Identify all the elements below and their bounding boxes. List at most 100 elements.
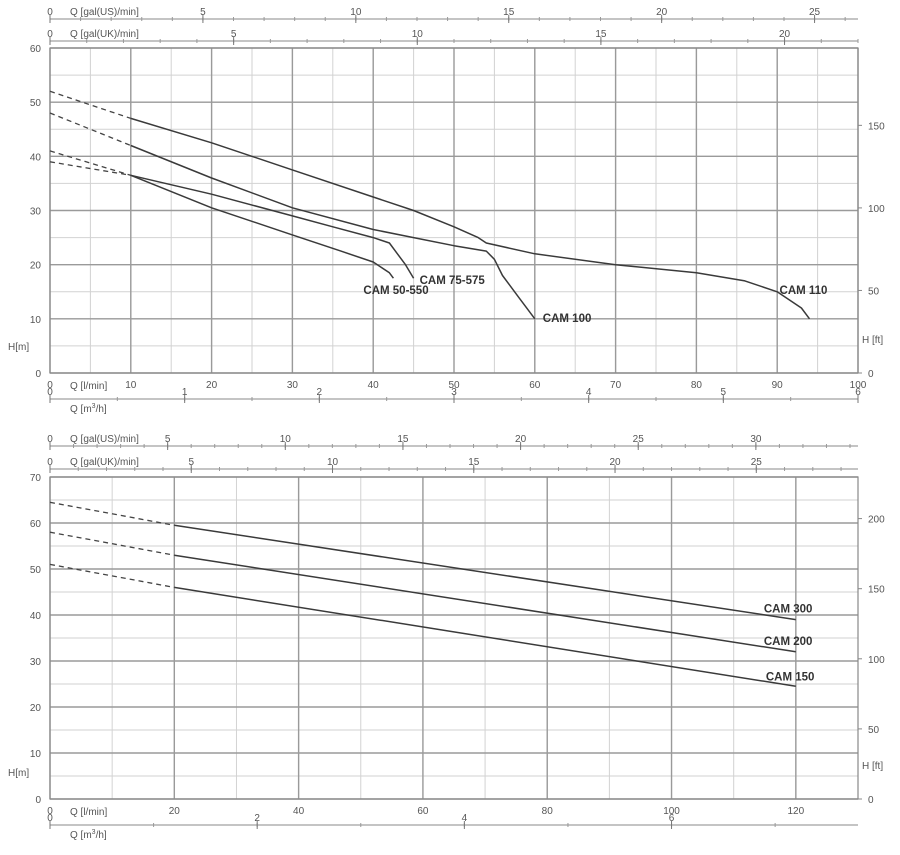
chart2-alt-axis-tick-label-1: 20 bbox=[609, 457, 621, 468]
chart2-alt-axis-tick-label-2: 6 bbox=[669, 813, 675, 824]
chart1-x-tick-label: 90 bbox=[772, 380, 784, 391]
chart1-y-right-tick-label: 150 bbox=[868, 121, 885, 132]
chart1-alt-axis-tick-label-1: 0 bbox=[47, 29, 53, 40]
chart1-alt-axis-tick-label-0: 0 bbox=[47, 7, 53, 18]
chart1-alt-axis-tick-label-0: 5 bbox=[200, 7, 206, 18]
chart2-alt-axis-tick-label-0: 10 bbox=[280, 434, 292, 445]
chart1-alt-axis-label-bg-2 bbox=[68, 401, 120, 415]
chart2-alt-axis-label-bg-0 bbox=[68, 432, 158, 444]
chart1-y-tick-label: 40 bbox=[30, 152, 42, 163]
chart2-x-tick-label: 120 bbox=[788, 806, 805, 817]
chart2-series-cam-200-line bbox=[174, 554, 796, 653]
chart2-series-cam-300-line bbox=[174, 524, 796, 621]
chart1-alt-axis-tick-label-2: 0 bbox=[47, 387, 53, 398]
chart2-y-tick-label: 30 bbox=[30, 657, 42, 668]
chart1-plot-frame bbox=[49, 47, 859, 374]
chart2-y-tick-label: 60 bbox=[30, 519, 42, 530]
chart1-y-right-axis-label: H [ft] bbox=[862, 335, 883, 346]
chart2-y-tick-label: 20 bbox=[30, 703, 42, 714]
chart1-series-label-cam-100: CAM 100 bbox=[543, 313, 592, 325]
chart2-alt-axis-tick-label-1: 10 bbox=[327, 457, 339, 468]
chart1-series-label-cam-50-550: CAM 50-550 bbox=[363, 285, 428, 297]
chart2-alt-axis-label-bg-2 bbox=[68, 827, 120, 841]
chart1-y-tick-label: 30 bbox=[30, 207, 42, 218]
chart1-alt-axis-label-bg-1 bbox=[68, 27, 158, 39]
chart2-y-tick-label: 10 bbox=[30, 749, 42, 760]
chart1-x-tick-label: 100 bbox=[850, 380, 867, 391]
chart2-x-tick-label: 0 bbox=[47, 806, 53, 817]
chart2-plot-frame bbox=[49, 476, 859, 800]
chart1-y-tick-label: 50 bbox=[30, 98, 42, 109]
chart1-x-tick-label: 30 bbox=[287, 380, 299, 391]
chart2-series-cam-200-dashed bbox=[49, 531, 175, 556]
chart1-x-axis-label-bg bbox=[68, 378, 122, 392]
chart1-series-cam-110-line bbox=[130, 117, 811, 320]
chart1-x-axis-label: Q [l/min] bbox=[70, 381, 107, 392]
chart1-series-cam-50-550-dashed bbox=[49, 161, 131, 176]
chart1-y-right-tick-label: 0 bbox=[868, 369, 874, 380]
chart2-y-axis-label: H[m] bbox=[8, 768, 29, 779]
chart1-alt-axis-label-1: Q [gal(UK)/min] bbox=[70, 29, 139, 40]
chart2-y-tick-label: 0 bbox=[35, 795, 41, 806]
chart2-alt-axis-tick-label-1: 0 bbox=[47, 457, 53, 468]
chart1-x-tick-label: 60 bbox=[529, 380, 541, 391]
chart2-y-right-axis-label: H [ft] bbox=[862, 761, 883, 772]
chart2-alt-axis-tick-label-2: 0 bbox=[47, 813, 53, 824]
chart2-alt-axis-tick-label-2: 2 bbox=[254, 813, 260, 824]
chart1-alt-axis-tick-label-0: 20 bbox=[656, 7, 668, 18]
chart2-y-right-tick-label: 0 bbox=[868, 795, 874, 806]
chart1-x-tick-label: 70 bbox=[610, 380, 622, 391]
chart1-alt-axis-tick-label-0: 10 bbox=[350, 7, 362, 18]
chart1-series-cam-75-575-line bbox=[130, 174, 415, 279]
chart2-x-tick-label: 20 bbox=[169, 806, 181, 817]
chart1-alt-axis-tick-label-2: 5 bbox=[721, 387, 727, 398]
chart1-y-tick-label: 60 bbox=[30, 44, 42, 55]
chart1-x-tick-label: 10 bbox=[125, 380, 137, 391]
chart2-x-tick-label: 60 bbox=[417, 806, 429, 817]
chart2-alt-axis-tick-label-0: 20 bbox=[515, 434, 527, 445]
chart2-series-cam-300-dashed bbox=[49, 501, 175, 526]
chart1-x-tick-label: 40 bbox=[368, 380, 380, 391]
chart1-alt-axis-tick-label-1: 5 bbox=[231, 29, 237, 40]
chart2-x-tick-label: 80 bbox=[542, 806, 554, 817]
chart2-alt-axis-label-2: Q [m3/h] bbox=[70, 829, 107, 841]
chart2-alt-axis-tick-label-1: 15 bbox=[468, 457, 480, 468]
chart1-y-right-tick-label: 50 bbox=[868, 286, 880, 297]
chart2-series-cam-150-dashed bbox=[49, 563, 175, 589]
chart1-alt-axis-tick-label-1: 15 bbox=[595, 29, 607, 40]
chart1-series-label-cam-75-575: CAM 75-575 bbox=[420, 275, 486, 287]
chart2-alt-axis-tick-label-0: 15 bbox=[397, 434, 409, 445]
chart1-series-cam-100-line bbox=[130, 144, 536, 320]
chart1-alt-axis-tick-label-2: 4 bbox=[586, 387, 592, 398]
chart2-series-label-cam-150: CAM 150 bbox=[766, 671, 815, 683]
chart1-y-tick-label: 20 bbox=[30, 261, 42, 272]
chart1-y-axis-label: H[m] bbox=[8, 342, 29, 353]
chart1-alt-axis-tick-label-2: 3 bbox=[451, 387, 457, 398]
chart1-alt-axis-tick-label-2: 6 bbox=[855, 387, 861, 398]
chart1-x-tick-label: 80 bbox=[691, 380, 703, 391]
chart2-y-right-tick-label: 100 bbox=[868, 655, 885, 666]
chart1-alt-axis-tick-label-2: 1 bbox=[182, 387, 188, 398]
chart1-series-cam-50-550-line bbox=[130, 174, 395, 279]
chart1-alt-axis-tick-label-0: 15 bbox=[503, 7, 515, 18]
chart1-alt-axis-tick-label-2: 2 bbox=[317, 387, 323, 398]
chart1-y-right-tick-label: 100 bbox=[868, 204, 885, 215]
chart2-y-right-tick-label: 50 bbox=[868, 725, 880, 736]
chart2-x-tick-label: 40 bbox=[293, 806, 305, 817]
chart1-alt-axis-label-0: Q [gal(US)/min] bbox=[70, 7, 139, 18]
chart2-y-tick-label: 70 bbox=[30, 473, 42, 484]
chart1-y-tick-label: 10 bbox=[30, 315, 42, 326]
chart1-series-label-cam-110: CAM 110 bbox=[780, 285, 828, 297]
chart1-alt-axis-tick-label-1: 20 bbox=[779, 29, 791, 40]
chart1-x-tick-label: 0 bbox=[47, 380, 53, 391]
chart2-x-tick-label: 100 bbox=[663, 806, 680, 817]
chart2-y-tick-label: 40 bbox=[30, 611, 42, 622]
chart2-alt-axis-tick-label-0: 0 bbox=[47, 434, 53, 445]
chart2-alt-axis-label-bg-1 bbox=[68, 455, 158, 467]
chart1-alt-axis-tick-label-1: 10 bbox=[412, 29, 424, 40]
chart1-series-cam-100-dashed bbox=[49, 112, 132, 147]
chart2-alt-axis-tick-label-0: 25 bbox=[633, 434, 645, 445]
chart1-alt-axis-label-2: Q [m3/h] bbox=[70, 403, 107, 415]
chart2-alt-axis-label-0: Q [gal(US)/min] bbox=[70, 434, 139, 445]
